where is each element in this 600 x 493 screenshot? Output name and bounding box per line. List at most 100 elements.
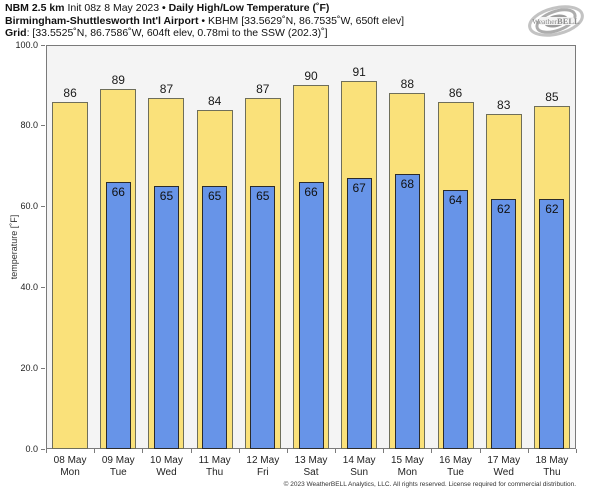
x-tick-mark xyxy=(46,449,47,453)
x-tick-label: 12 May Fri xyxy=(235,455,291,478)
x-tick-weekday: Thu xyxy=(206,466,224,478)
low-value-label: 67 xyxy=(352,181,366,196)
x-tick-label: 17 May Wed xyxy=(476,455,532,478)
x-tick-weekday: Thu xyxy=(543,466,561,478)
chart-header: NBM 2.5 km Init 08z 8 May 2023 • Daily H… xyxy=(5,2,404,40)
low-bar xyxy=(346,178,372,449)
x-tick-mark xyxy=(576,449,577,453)
x-tick-label: 09 May Tue xyxy=(90,455,146,478)
x-tick-weekday: Mon xyxy=(60,466,80,478)
y-tick-label: 40.0 xyxy=(20,281,38,292)
x-tick-weekday: Fri xyxy=(256,466,269,478)
y-tick-mark xyxy=(41,367,45,369)
x-tick-label: 18 May Thu xyxy=(524,455,580,478)
x-tick-weekday: Tue xyxy=(109,466,127,478)
x-tick-weekday: Mon xyxy=(397,466,418,478)
hurricane-swirl-icon xyxy=(528,5,584,37)
x-tick-mark xyxy=(286,449,288,453)
low-bar xyxy=(298,182,324,449)
y-tick-mark xyxy=(41,44,45,46)
x-tick-weekday: Sun xyxy=(350,466,369,478)
low-bar xyxy=(105,182,131,449)
copyright-text: © 2023 WeatherBELL Analytics, LLC. All r… xyxy=(283,481,576,488)
low-bar xyxy=(443,190,469,449)
high-value-label: 87 xyxy=(256,81,270,96)
model-name: NBM 2.5 km xyxy=(5,2,65,14)
weatherbell-logo: WeatherBELL xyxy=(528,5,584,37)
x-tick-date: 18 May xyxy=(535,455,569,466)
x-tick-mark xyxy=(431,449,433,453)
high-value-label: 90 xyxy=(304,69,318,84)
high-value-label: 89 xyxy=(111,73,125,88)
header-line-3: Grid: [33.5525˚N, 86.7586˚W, 604ft elev,… xyxy=(5,27,404,40)
low-bar xyxy=(250,186,276,449)
x-tick-label: 11 May Thu xyxy=(187,455,243,478)
x-tick-mark xyxy=(94,449,96,453)
x-tick-weekday: Tue xyxy=(447,466,464,478)
y-tick-label: 100.0 xyxy=(15,39,38,50)
x-tick-date: 09 May xyxy=(101,455,135,466)
low-value-label: 65 xyxy=(207,189,222,204)
low-bar xyxy=(491,198,517,449)
y-tick-mark xyxy=(41,125,45,127)
high-bar xyxy=(52,101,89,449)
low-value-label: 65 xyxy=(256,189,270,204)
grid-coords: : [33.5525˚N, 86.7586˚W, 604ft elev, 0.7… xyxy=(26,27,328,39)
high-value-label: 91 xyxy=(352,65,366,80)
init-time: Init 08z 8 May 2023 xyxy=(64,2,163,14)
x-tick-mark xyxy=(383,449,385,453)
x-tick-weekday: Wed xyxy=(156,466,177,478)
low-value-label: 66 xyxy=(111,185,125,200)
low-value-label: 62 xyxy=(497,201,511,216)
x-tick-label: 15 May Mon xyxy=(379,455,435,478)
header-line-1: NBM 2.5 km Init 08z 8 May 2023 • Daily H… xyxy=(5,2,404,15)
high-value-label: 85 xyxy=(545,89,559,104)
x-tick-date: 14 May xyxy=(342,455,376,466)
y-tick-label: 0.0 xyxy=(25,443,38,454)
grid-label: Grid xyxy=(5,27,27,39)
y-tick-mark xyxy=(41,206,45,208)
low-value-label: 68 xyxy=(400,177,415,192)
low-value-label: 66 xyxy=(304,185,318,200)
x-tick-mark xyxy=(527,449,529,453)
station-coords: • KBHM [33.5629˚N, 86.7535˚W, 650ft elev… xyxy=(198,14,405,27)
x-tick-date: 08 May xyxy=(53,455,87,466)
low-value-label: 64 xyxy=(448,193,463,208)
high-value-label: 87 xyxy=(159,81,174,96)
x-tick-label: 16 May Tue xyxy=(428,455,484,478)
x-tick-date: 10 May xyxy=(150,455,183,466)
header-line-2: Birmingham-Shuttlesworth Int'l Airport •… xyxy=(5,15,404,28)
x-tick-mark xyxy=(190,449,192,453)
x-tick-label: 10 May Wed xyxy=(138,455,194,478)
y-tick-mark xyxy=(41,286,45,288)
y-tick-label: 60.0 xyxy=(20,201,38,212)
low-value-label: 62 xyxy=(545,201,559,216)
x-tick-label: 08 May Mon xyxy=(42,455,98,478)
x-tick-date: 12 May xyxy=(246,455,280,466)
x-tick-label: 14 May Sun xyxy=(331,455,387,478)
low-bar xyxy=(394,174,420,449)
x-tick-weekday: Sat xyxy=(303,466,319,478)
logo-text-bell: BELL xyxy=(557,16,580,26)
x-tick-date: 17 May xyxy=(487,455,521,466)
y-tick-mark xyxy=(41,448,45,450)
y-tick-label: 20.0 xyxy=(20,362,38,373)
station-name: Birmingham-Shuttlesworth Int'l Airport xyxy=(5,14,199,27)
low-bar xyxy=(153,186,179,449)
high-value-label: 86 xyxy=(63,85,77,100)
x-tick-date: 11 May xyxy=(198,455,231,466)
x-tick-mark xyxy=(238,449,240,453)
low-value-label: 65 xyxy=(159,189,174,204)
low-bar xyxy=(539,198,565,449)
high-value-label: 86 xyxy=(448,85,463,100)
y-tick-label: 80.0 xyxy=(20,120,38,131)
x-tick-mark xyxy=(335,449,337,453)
svg-text:WeatherBELL: WeatherBELL xyxy=(532,16,580,26)
high-value-label: 88 xyxy=(400,77,415,92)
high-value-label: 84 xyxy=(207,93,222,108)
x-tick-date: 13 May xyxy=(294,455,328,466)
high-value-label: 83 xyxy=(497,97,511,112)
x-tick-label: 13 May Sat xyxy=(283,455,339,478)
x-tick-date: 15 May xyxy=(390,455,424,466)
